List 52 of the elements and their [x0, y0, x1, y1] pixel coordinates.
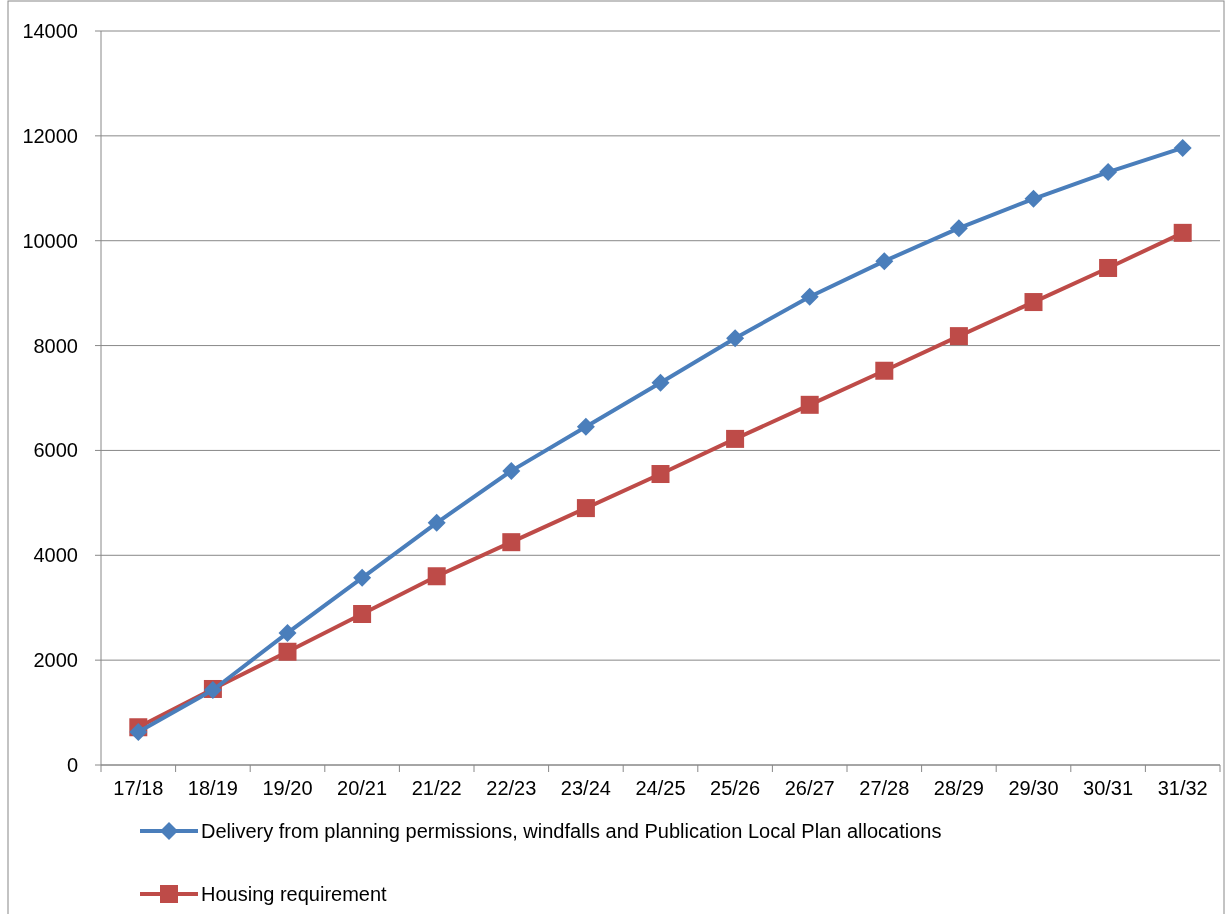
point [129, 722, 148, 741]
x-tick-label: 25/26 [710, 777, 761, 799]
y-tick-label: 14000 [22, 20, 78, 42]
point [726, 429, 745, 448]
x-tick-label: 26/27 [784, 777, 835, 799]
point [278, 623, 297, 642]
point [651, 373, 670, 392]
x-tick-label: 22/23 [486, 777, 537, 799]
x-tick-label: 31/32 [1157, 777, 1208, 799]
point [353, 605, 372, 624]
point [875, 252, 894, 271]
x-tick-label: 28/29 [933, 777, 984, 799]
x-tick-label: 18/19 [187, 777, 238, 799]
point [1024, 189, 1043, 208]
point [353, 568, 372, 587]
x-tick-label: 29/30 [1008, 777, 1059, 799]
point [576, 417, 595, 436]
y-tick-label: 8000 [33, 334, 78, 357]
point [1173, 138, 1192, 157]
point [1099, 258, 1118, 277]
point [1173, 223, 1192, 242]
y-tick-label: 0 [66, 754, 78, 776]
x-tick-label: 17/18 [113, 777, 164, 799]
x-tick-label: 24/25 [635, 777, 686, 799]
legend-label: Delivery from planning permissions, windfalls and Publication Local Plan allocations [201, 820, 942, 842]
point [427, 567, 446, 586]
x-tick-label: 27/28 [859, 777, 910, 799]
y-tick-label: 4000 [33, 544, 78, 567]
point [949, 219, 968, 238]
point [800, 287, 819, 306]
point [427, 513, 446, 532]
point [651, 465, 670, 484]
y-tick-label: 6000 [33, 439, 78, 462]
point [800, 395, 819, 414]
point [278, 642, 297, 661]
x-tick-label: 21/22 [411, 777, 462, 799]
x-tick-label: 20/21 [337, 777, 388, 799]
x-tick-label: 30/31 [1083, 777, 1134, 799]
x-tick-label: 19/20 [262, 777, 313, 799]
point [576, 499, 595, 518]
point [949, 327, 968, 346]
y-tick-label: 10000 [22, 229, 78, 252]
x-tick-label: 23/24 [560, 777, 611, 799]
point [502, 533, 521, 552]
point [875, 361, 894, 380]
point [1024, 293, 1043, 312]
y-tick-label: 2000 [33, 649, 78, 672]
point [502, 461, 521, 480]
point [726, 329, 745, 348]
y-tick-label: 12000 [22, 124, 78, 147]
legend-label: Housing requirement [201, 883, 388, 905]
point [1099, 163, 1118, 182]
